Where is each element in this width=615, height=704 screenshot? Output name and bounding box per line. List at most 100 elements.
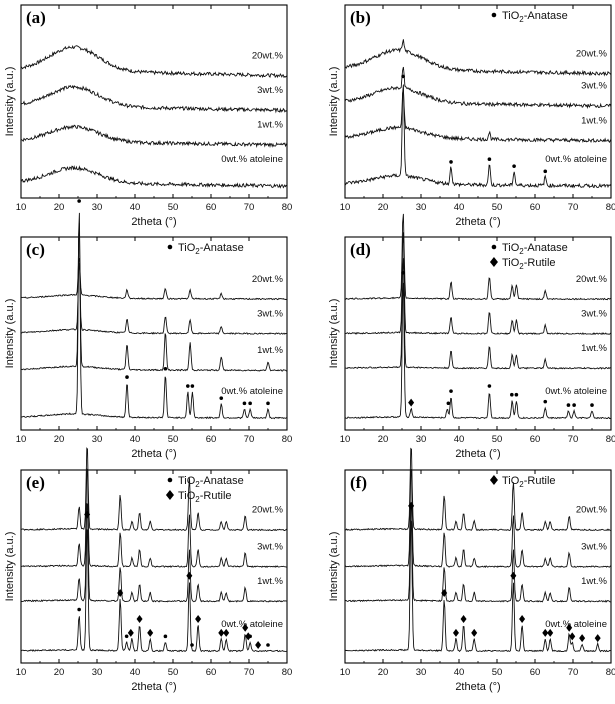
x-tick-label: 20 [54,667,65,678]
x-tick-label: 30 [92,667,103,678]
x-tick-label: 70 [244,434,255,445]
x-tick-label: 60 [530,434,541,445]
rutile-peak-marker [255,641,262,649]
rutile-peak-marker [195,615,202,624]
series-line [344,66,612,109]
series-line [345,232,612,336]
x-tick-label: 20 [378,667,389,678]
series-label: 0wt.% atoleine [221,154,283,165]
rutile-peak-marker [223,628,230,637]
anatase-peak-marker [401,270,405,275]
series-line [344,469,612,569]
series-label: 0wt.% atoleine [545,386,607,397]
x-tick-label: 20 [378,434,389,445]
anatase-peak-marker [190,384,195,388]
y-axis-label: Intensity (a.u.) [328,67,340,137]
anatase-peak-marker [401,74,405,79]
x-tick-label: 40 [454,434,465,445]
x-tick-label: 20 [378,202,389,213]
series-line [20,447,288,532]
x-axis-label: 2theta (°) [455,681,500,693]
x-tick-label: 50 [492,667,503,678]
series-line [344,84,612,189]
series-label: 3wt.% [581,541,607,552]
anatase-peak-marker [449,160,453,164]
legend-entry: TiO2-Anatase [167,242,244,256]
anatase-peak-marker [266,643,270,647]
series-line [345,213,612,301]
series-line [344,447,612,532]
anatase-peak-marker [163,634,168,639]
series-line [20,45,288,79]
series-line [20,223,288,372]
rutile-peak-marker [242,623,249,632]
x-tick-label: 70 [568,434,579,445]
anatase-peak-marker [77,199,81,203]
rutile-peak-marker [519,615,526,624]
anatase-peak-marker [446,401,451,406]
legend-label: TiO2-Anatase [178,242,244,256]
series-line [344,519,612,653]
anatase-peak-marker [242,401,247,406]
rutile-peak-marker [408,398,415,407]
anatase-peak-marker [590,403,594,407]
panel-1: 10 20 30 40 50 60 70 80 2theta (°) Intensity (a.u… [328,4,615,228]
panel-4: 10 20 30 40 50 60 70 80 2theta (°) Intensity (a.u… [4,447,293,693]
anatase-peak-marker [510,392,514,397]
series-label: 1wt.% [581,343,607,354]
rutile-marker-icon [489,257,498,267]
x-tick-label: 60 [206,434,217,445]
series-line [344,502,612,603]
x-tick-label: 40 [454,202,465,213]
anatase-peak-marker [186,384,190,388]
anatase-peak-marker [514,392,519,397]
series-label: 0wt.% atoleine [545,619,607,630]
x-axis-label: 2theta (°) [131,448,176,460]
x-axis-label: 2theta (°) [131,681,176,693]
y-axis-label: Intensity (a.u.) [4,532,16,602]
legend-entry: TiO2-Anatase [491,242,568,256]
panel-0: 10 20 30 40 50 60 70 80 2theta (°) Intensity (a.u… [4,4,292,228]
rutile-peak-marker [147,628,154,637]
anatase-peak-marker [125,375,129,379]
anatase-peak-marker [248,401,252,406]
x-tick-label: 50 [492,434,503,445]
legend-label: TiO2-Rutile [502,475,556,489]
panel-5: 10 20 30 40 50 60 70 80 2theta (°) Intensity (a.u… [328,447,615,693]
legend-label: TiO2-Anatase [178,475,244,489]
panel-3: 10 20 30 40 50 60 70 80 2theta (°) Intensity (a.u… [328,213,615,460]
series-line [344,258,612,370]
x-tick-label: 50 [168,667,179,678]
series-label: 0wt.% atoleine [221,619,283,630]
legend-entry: TiO2-Anatase [167,475,244,489]
series-label: 20wt.% [576,274,608,285]
x-tick-label: 10 [16,667,27,678]
series-label: 1wt.% [581,576,607,587]
panel-label: (e) [26,473,45,492]
x-tick-label: 10 [340,202,351,213]
x-axis-label: 2theta (°) [131,216,176,228]
legend-entry: TiO2-Rutile [489,475,556,489]
x-tick-label: 60 [206,202,217,213]
panel-label: (a) [26,8,46,27]
series-line [20,164,288,189]
series-label: 20wt.% [576,505,608,516]
anatase-peak-marker [219,396,224,400]
series-line [20,124,288,148]
x-tick-label: 60 [206,667,217,678]
rutile-peak-marker [569,632,576,641]
rutile-peak-marker [117,588,124,597]
legend-entry: TiO2-Anatase [491,10,568,24]
x-tick-label: 30 [416,434,427,445]
anatase-peak-marker [190,643,194,647]
rutile-peak-marker [245,632,252,641]
series-label: 20wt.% [576,48,608,59]
x-tick-label: 70 [568,667,579,678]
anatase-peak-marker [487,157,492,162]
series-line [21,263,288,335]
x-tick-label: 50 [168,434,179,445]
rutile-peak-marker [547,628,554,637]
series-line [344,89,612,144]
x-tick-label: 80 [282,667,293,678]
series-label: 0wt.% atoleine [221,386,283,397]
